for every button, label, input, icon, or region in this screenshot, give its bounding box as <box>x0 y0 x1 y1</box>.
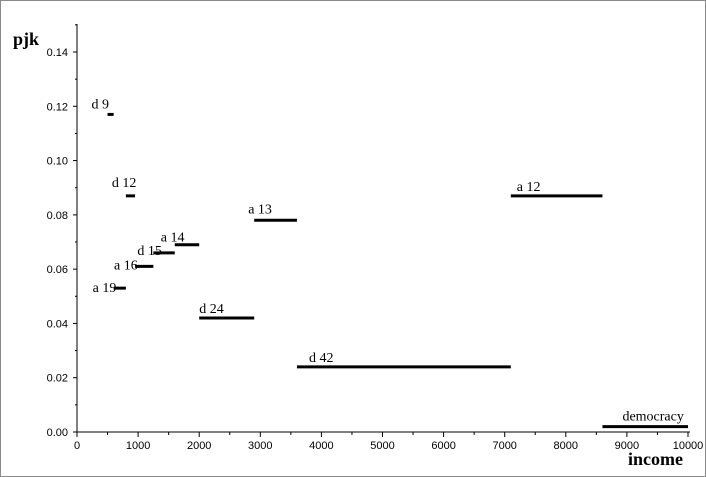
segment-label: a 16 <box>114 258 138 273</box>
x-tick-label: 9000 <box>615 440 639 452</box>
y-tick-label: 0.04 <box>47 318 68 330</box>
y-tick-label: 0.08 <box>47 210 68 222</box>
x-tick-label: 7000 <box>492 440 516 452</box>
y-tick-label: 0.00 <box>47 427 68 439</box>
y-tick-label: 0.10 <box>47 156 68 168</box>
segment-label: d 24 <box>199 302 224 317</box>
x-tick-label: 8000 <box>554 440 578 452</box>
y-axis-title: pjk <box>13 29 39 49</box>
x-tick-label: 10000 <box>673 440 704 452</box>
segment-label: d 15 <box>137 244 162 259</box>
segment-label: a 12 <box>517 180 541 195</box>
x-tick-label: 0 <box>74 440 80 452</box>
x-tick-label: 5000 <box>370 440 394 452</box>
x-axis-title: income <box>628 449 683 469</box>
segment-label: a 13 <box>248 202 272 217</box>
segment-label: democracy <box>622 410 683 425</box>
segment-label: a 14 <box>161 231 185 246</box>
x-tick-label: 2000 <box>187 440 211 452</box>
segment-label: d 42 <box>309 351 334 366</box>
x-tick-label: 1000 <box>126 440 150 452</box>
y-tick-label: 0.06 <box>47 264 68 276</box>
segment-label: d 12 <box>112 176 137 191</box>
y-tick-label: 0.12 <box>47 101 68 113</box>
y-tick-label: 0.02 <box>47 373 68 385</box>
x-tick-label: 3000 <box>248 440 272 452</box>
segment-label: a 19 <box>93 281 117 296</box>
x-tick-label: 4000 <box>309 440 333 452</box>
y-tick-label: 0.14 <box>47 47 68 59</box>
x-tick-label: 6000 <box>431 440 455 452</box>
segment-label: d 9 <box>92 97 110 112</box>
